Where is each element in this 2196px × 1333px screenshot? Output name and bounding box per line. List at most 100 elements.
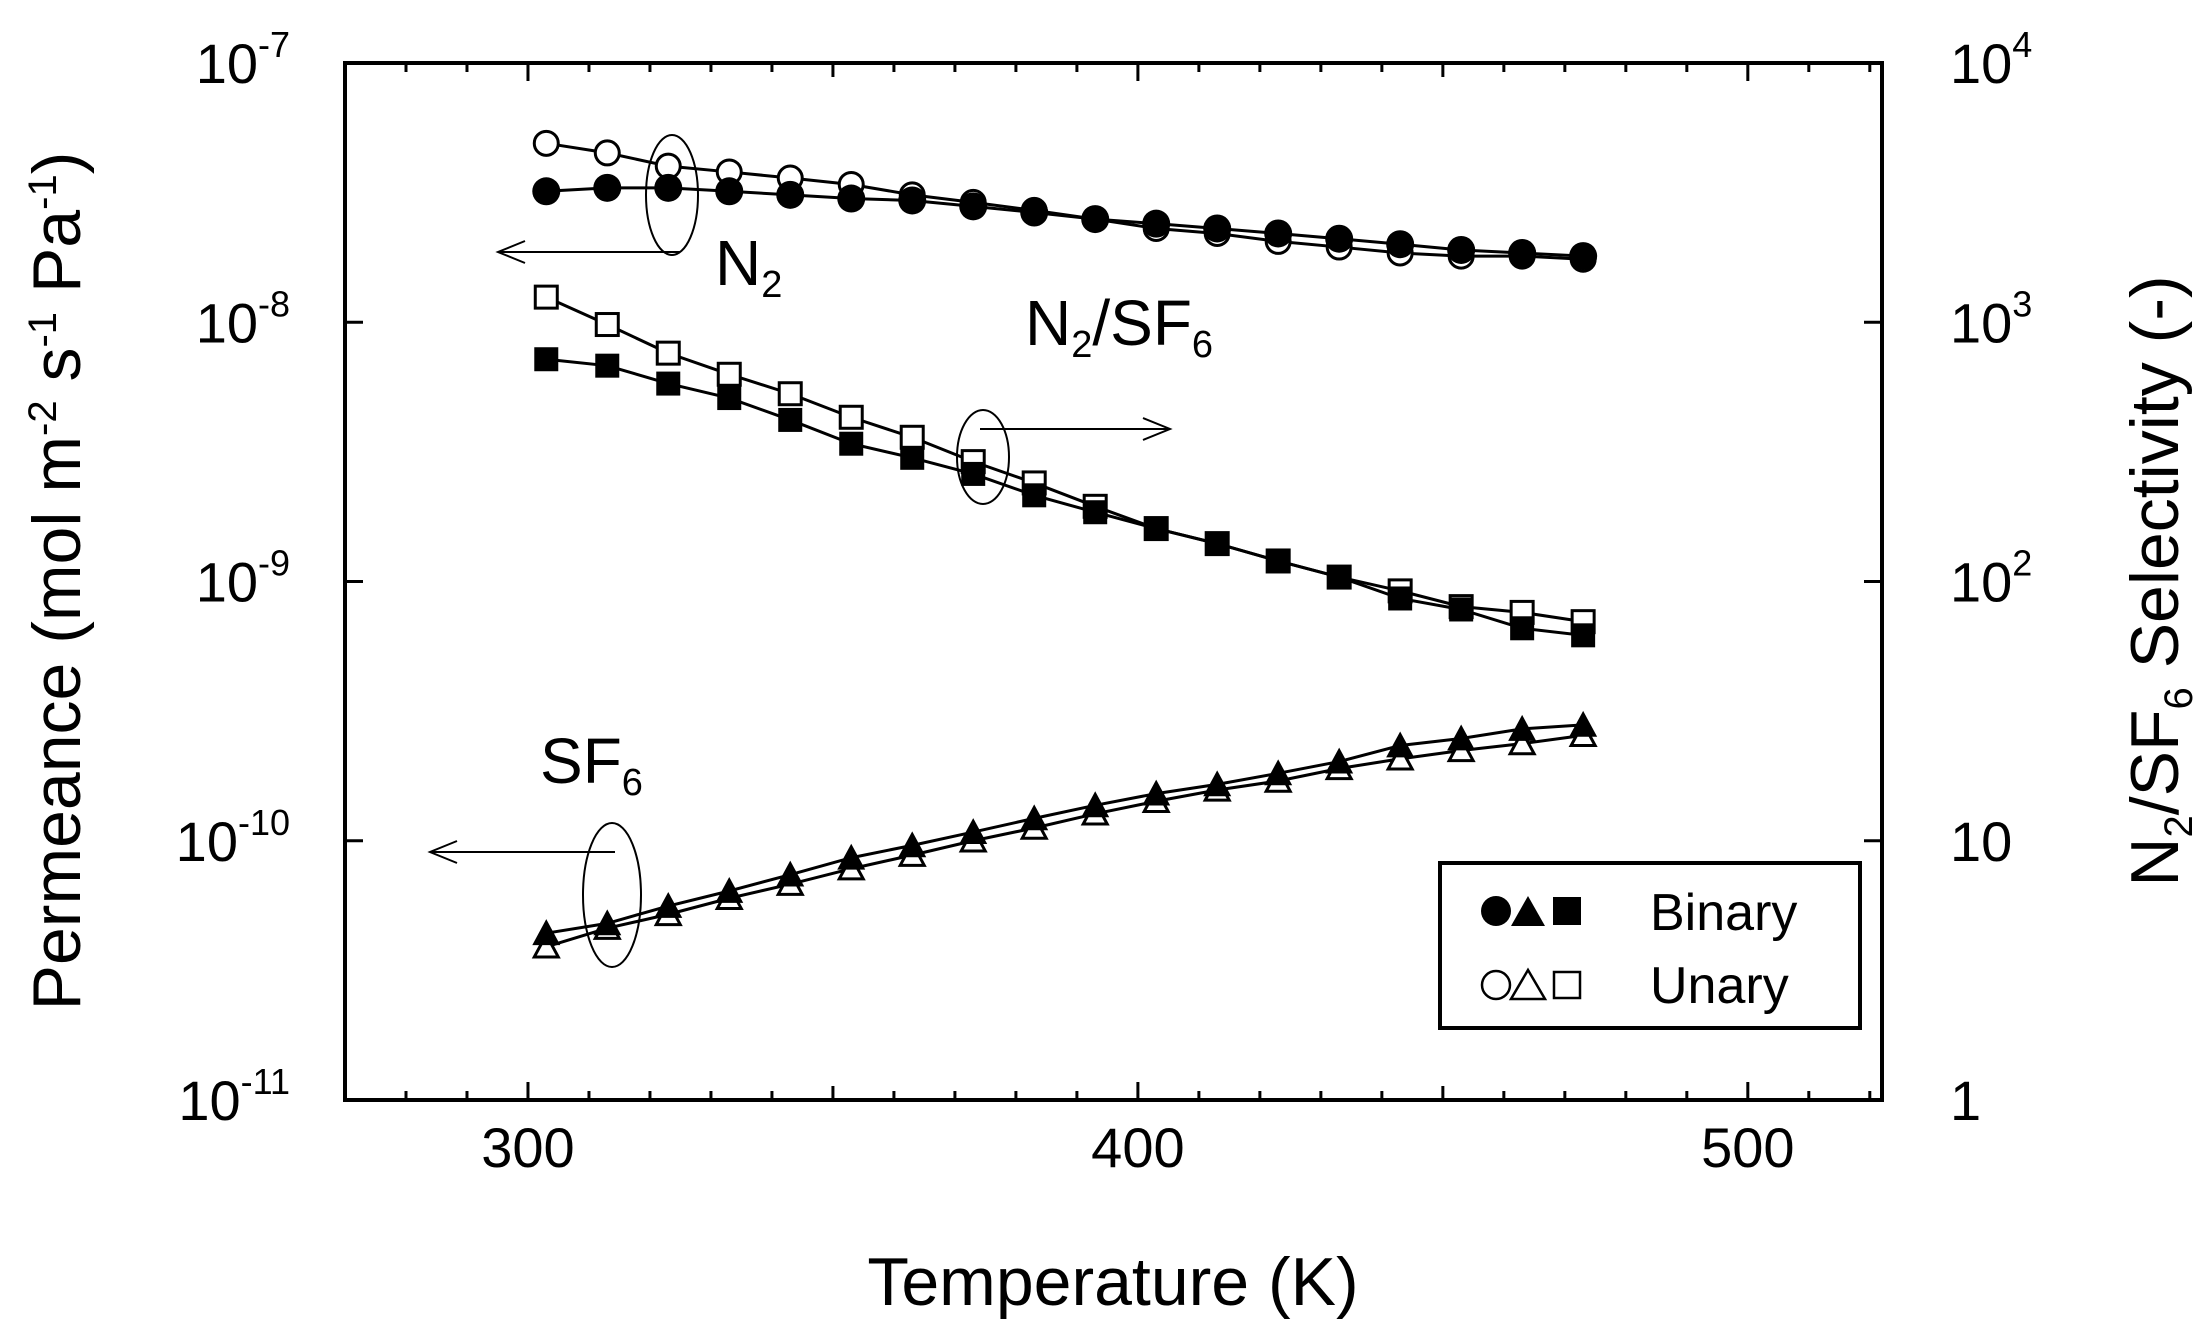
data-point-sf6-binary xyxy=(898,831,927,858)
data-point-sf6-binary xyxy=(837,843,866,870)
axis-labels: Temperature (K) Permeance (mol m-2 s-1 P… xyxy=(19,152,2196,1320)
legend-box xyxy=(1438,861,1862,1030)
data-point-sf6-binary xyxy=(1508,714,1537,741)
data-point-n2-sf6-binary xyxy=(900,445,925,470)
series-line-sf6-binary xyxy=(546,723,1584,935)
data-point-n2-binary xyxy=(1447,235,1476,264)
data-point-sf6-binary xyxy=(532,919,561,946)
data-point-n2-sf6-binary xyxy=(656,371,681,396)
right-y-tick-label: 104 xyxy=(1950,24,2032,95)
data-point-sf6-unary xyxy=(1385,743,1415,771)
data-point-sf6-binary xyxy=(1142,779,1171,806)
data-point-n2-sf6-binary xyxy=(1449,597,1474,622)
data-point-n2-sf6-unary xyxy=(594,312,620,338)
data-point-n2-sf6-binary xyxy=(1327,565,1352,590)
data-point-n2-binary xyxy=(654,173,683,202)
legend-filled-circle-marker xyxy=(1481,896,1511,926)
data-point-sf6-binary xyxy=(1447,724,1476,751)
data-point-sf6-binary xyxy=(715,876,744,903)
legend-entry-binary: Binary xyxy=(1481,884,1797,942)
data-point-n2-binary xyxy=(1508,238,1537,267)
left-y-tick-label: 10-11 xyxy=(178,1061,290,1132)
legend-open-triangle-marker xyxy=(1508,967,1548,1001)
legend-open-circle-marker xyxy=(1480,969,1512,1001)
data-point-n2-sf6-unary xyxy=(716,361,742,387)
sf6-arrow-head xyxy=(427,840,458,864)
data-point-n2-binary xyxy=(1325,224,1354,253)
data-point-sf6-binary xyxy=(1569,710,1598,737)
data-point-n2-binary xyxy=(1081,205,1110,234)
right-y-tick-label: 103 xyxy=(1950,283,2032,354)
data-point-sf6-binary xyxy=(1020,804,1049,831)
data-point-n2-sf6-binary xyxy=(1022,483,1047,508)
right-y-tick-label: 102 xyxy=(1950,543,2032,614)
left-y-tick-label: 10-8 xyxy=(196,283,290,354)
legend-open-square-marker xyxy=(1552,970,1582,1000)
data-point-n2-sf6-unary xyxy=(838,404,864,430)
legend-filled-square-marker xyxy=(1553,897,1581,925)
data-point-sf6-binary xyxy=(654,892,683,918)
data-point-n2-sf6-binary xyxy=(1510,616,1535,641)
data-point-n2-sf6-binary xyxy=(534,347,559,372)
x-tick-label: 500 xyxy=(1701,1116,1794,1179)
data-point-n2-binary xyxy=(1386,230,1415,259)
data-point-n2-binary xyxy=(1264,219,1293,248)
legend-label-binary: Binary xyxy=(1650,884,1797,942)
data-series xyxy=(531,129,1598,959)
data-point-n2-sf6-binary xyxy=(778,407,803,432)
data-point-n2-sf6-binary xyxy=(1571,623,1596,648)
data-point-n2-binary xyxy=(593,173,622,202)
legend-filled-triangle-marker xyxy=(1511,896,1545,926)
data-point-n2-binary xyxy=(776,180,805,209)
data-point-n2-sf6-binary xyxy=(1266,548,1291,573)
right-y-tick-label: 1 xyxy=(1950,1069,1981,1132)
left-y-tick-label: 10-7 xyxy=(196,24,290,95)
data-point-sf6-unary xyxy=(1507,728,1537,756)
data-point-n2-sf6-unary xyxy=(655,340,681,366)
data-point-n2-sf6-binary xyxy=(595,353,620,378)
data-point-n2-binary xyxy=(959,192,988,221)
data-point-sf6-unary xyxy=(531,931,561,959)
data-point-sf6-binary xyxy=(593,909,622,936)
axis-ticks: 300 400 500 10-11 10-10 10-9 10-8 10-7 1 10 102 103… xyxy=(176,24,2033,1179)
data-point-n2-sf6-unary xyxy=(899,424,925,450)
data-point-n2-sf6-binary xyxy=(1388,586,1413,611)
n2-arrow-head xyxy=(495,240,526,264)
data-point-n2-sf6-unary xyxy=(533,284,559,310)
sf6-annotation-label: SF6 xyxy=(540,725,643,804)
data-point-sf6-binary xyxy=(1081,791,1110,818)
data-point-n2-sf6-binary xyxy=(717,386,742,411)
left-y-tick-label: 10-10 xyxy=(176,802,290,873)
legend-entry-unary: Unary xyxy=(1480,957,1789,1015)
data-point-n2-binary xyxy=(1569,242,1598,271)
x-tick-label: 400 xyxy=(1091,1116,1184,1179)
sf6-group-ellipse xyxy=(582,822,642,968)
data-point-n2-binary xyxy=(1142,209,1171,238)
data-point-sf6-binary xyxy=(1386,731,1415,758)
data-point-sf6-binary xyxy=(1264,759,1293,786)
data-point-sf6-binary xyxy=(776,860,805,887)
n2-annotation-label: N2 xyxy=(715,227,782,306)
left-y-tick-label: 10-9 xyxy=(196,543,290,614)
series-n2-sf6-binary xyxy=(534,347,1596,648)
data-point-n2-sf6-binary xyxy=(1083,500,1108,525)
left-y-axis-label: Permeance (mol m-2 s-1 Pa-1) xyxy=(19,152,95,1011)
x-axis-label: Temperature (K) xyxy=(867,1244,1358,1320)
data-point-n2-binary xyxy=(898,186,927,215)
data-point-n2-binary xyxy=(1203,214,1232,243)
x-tick-label: 300 xyxy=(481,1116,574,1179)
right-y-axis-label: N2/SF6 Selectivity (-) xyxy=(2117,275,2196,886)
n2-sf6-annotation-label: N2/SF6 xyxy=(1025,287,1213,366)
data-point-n2-sf6-binary xyxy=(1144,516,1169,541)
n2-group-ellipse xyxy=(645,134,699,256)
n2-sf6-arrow-head xyxy=(1142,417,1173,441)
data-point-n2-sf6-binary xyxy=(961,461,986,486)
data-point-sf6-binary xyxy=(1325,747,1354,774)
data-point-n2-unary xyxy=(532,129,560,157)
legend: Binary Unary xyxy=(1438,861,1862,1030)
data-point-n2-sf6-binary xyxy=(1205,531,1230,556)
data-point-n2-binary xyxy=(532,177,561,206)
data-point-n2-binary xyxy=(715,177,744,206)
data-point-sf6-binary xyxy=(1203,770,1232,797)
